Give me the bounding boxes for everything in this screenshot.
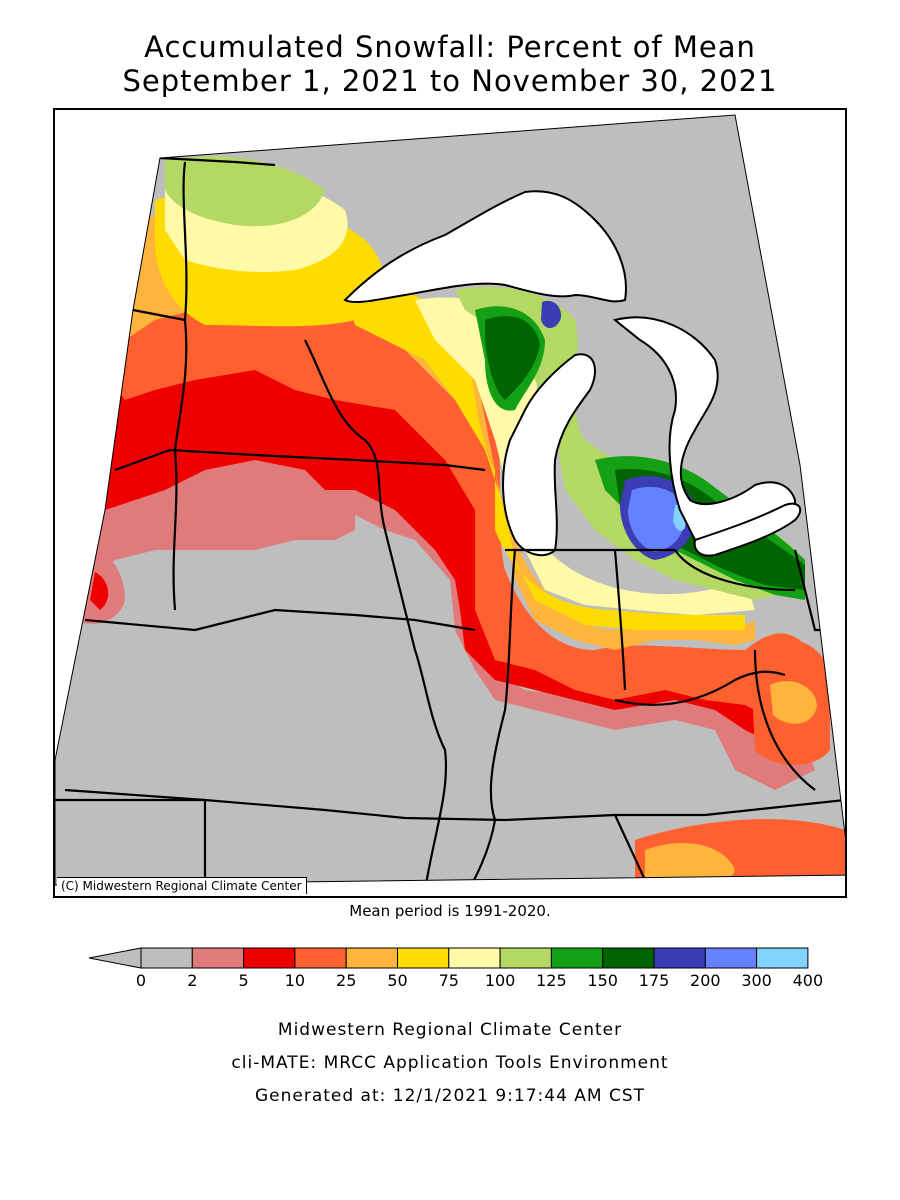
legend-tick-label: 50 [387, 971, 407, 990]
legend-tick-label: 200 [690, 971, 721, 990]
legend-tick-label: 5 [239, 971, 249, 990]
zone-5-10-west [90, 572, 109, 610]
legend-underflow-arrow [88, 947, 142, 969]
footer-tool: cli-MATE: MRCC Application Tools Environ… [231, 1053, 669, 1073]
map-credit: (C) Midwestern Regional Climate Center [57, 877, 307, 894]
footer-org: Midwestern Regional Climate Center [277, 1020, 623, 1040]
zone-175-200 [541, 300, 562, 329]
legend-swatch [294, 947, 347, 969]
snowfall-map: (C) Midwestern Regional Climate Center [53, 108, 847, 898]
legend-tick-label: 75 [439, 971, 459, 990]
legend-swatch [602, 947, 655, 969]
legend-tick-label: 175 [639, 971, 670, 990]
legend-tick-label: 100 [485, 971, 516, 990]
legend-swatch [448, 947, 501, 969]
domain-outline [55, 114, 845, 886]
legend-tick-label: 150 [587, 971, 618, 990]
zone-25-50-east [770, 681, 817, 724]
zone-200-300 [628, 486, 686, 552]
map-title-line2: September 1, 2021 to November 30, 2021 [122, 64, 778, 98]
lake-michigan [502, 353, 596, 557]
map-title-line1: Accumulated Snowfall: Percent of Mean [144, 30, 756, 64]
legend-swatch [499, 947, 552, 969]
mean-period-note: Mean period is 1991-2020. [349, 902, 551, 920]
legend-bar: 0 2 5 10 25 50 75 100 125 150 175 200 300 400 [88, 947, 824, 990]
legend-tick-label: 400 [793, 971, 824, 990]
legend-tick-label: 0 [136, 971, 146, 990]
zone-50-75-b [345, 287, 745, 630]
legend-swatch [243, 947, 296, 969]
zone-10-25 [110, 257, 815, 720]
legend-swatch [704, 947, 758, 969]
zone-5-10 [85, 340, 815, 750]
map-canvas [55, 114, 845, 886]
legend-tick-label: 10 [285, 971, 305, 990]
legend-swatch [140, 947, 193, 969]
legend-tick-label: 2 [187, 971, 197, 990]
footer-generated: Generated at: 12/1/2021 9:17:44 AM CST [254, 1086, 646, 1106]
legend-swatch [550, 947, 604, 969]
legend-tick-label: 125 [536, 971, 567, 990]
lake-erie [693, 502, 802, 557]
legend-tick-label: 300 [741, 971, 772, 990]
zone-150-175 [485, 316, 540, 400]
legend-tick-label: 25 [336, 971, 356, 990]
lake-superior [343, 190, 627, 304]
legend-swatch [191, 947, 245, 969]
legend-swatch [653, 947, 706, 969]
legend-swatch [756, 947, 809, 969]
color-legend: 0 2 5 10 25 50 75 100 125 150 175 200 300 400 [0, 940, 900, 1000]
legend-swatch [345, 947, 399, 969]
state-boundaries [55, 156, 845, 885]
zone-100-125 [165, 156, 325, 227]
legend-swatch [397, 947, 450, 969]
